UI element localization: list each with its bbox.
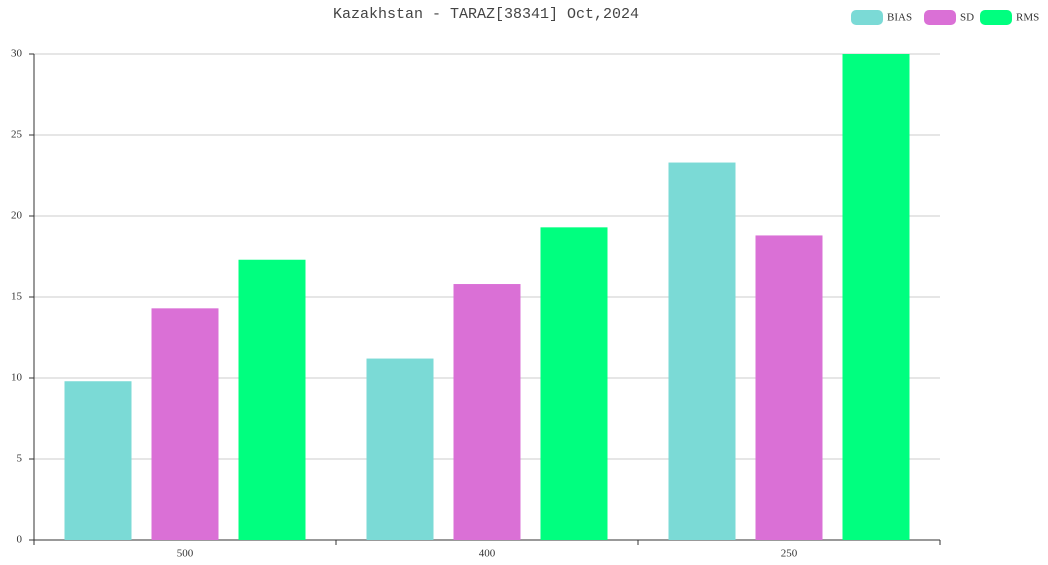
- y-tick-label: 5: [17, 453, 23, 465]
- y-tick-label: 30: [11, 48, 23, 60]
- x-tick-label: 500: [177, 548, 194, 560]
- legend-label: SD: [960, 12, 974, 24]
- bar: [668, 162, 736, 541]
- x-tick-label: 400: [479, 548, 496, 560]
- y-tick-label: 0: [17, 534, 23, 546]
- bar: [755, 235, 823, 540]
- legend-swatch: [924, 10, 956, 25]
- x-tick-label: 250: [781, 548, 798, 560]
- chart-title: Kazakhstan - TARAZ[38341] Oct,2024: [333, 6, 639, 23]
- legend-swatch: [851, 10, 883, 25]
- bar: [540, 227, 608, 540]
- y-tick-label: 10: [11, 372, 23, 384]
- y-tick-label: 25: [11, 129, 23, 141]
- y-tick-label: 15: [11, 291, 23, 303]
- y-tick-label: 20: [11, 210, 23, 222]
- bar: [64, 381, 132, 540]
- bar: [238, 259, 306, 540]
- bar: [151, 308, 219, 540]
- bar: [366, 358, 434, 540]
- legend-swatch: [980, 10, 1012, 25]
- legend-label: RMS: [1016, 12, 1039, 24]
- legend-label: BIAS: [887, 12, 912, 24]
- bar: [453, 284, 521, 540]
- bar: [842, 54, 910, 540]
